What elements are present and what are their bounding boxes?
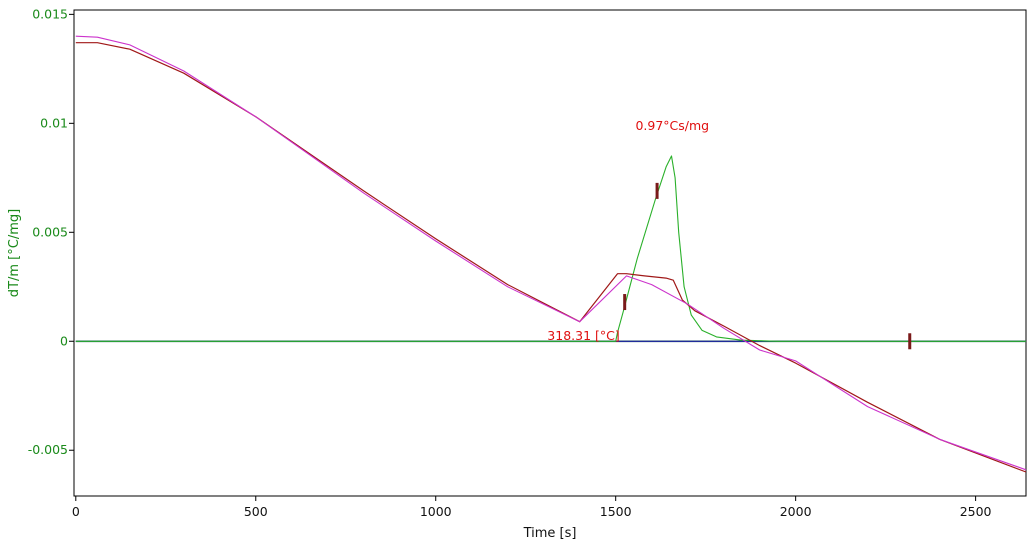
y-tick-label: 0.01: [40, 115, 68, 130]
x-tick-label: 500: [244, 504, 268, 519]
evaluation-marker: [908, 333, 912, 350]
x-tick-label: 2500: [960, 504, 992, 519]
x-axis-ticks: 0 500 1000 1500 2000 2500: [72, 496, 992, 519]
x-axis-label: Time [s]: [523, 526, 577, 541]
y-tick-label: 0.005: [32, 224, 68, 239]
y-axis-ticks: -0.005 0 0.005 0.01 0.015: [28, 6, 74, 457]
x-tick-label: 1500: [600, 504, 632, 519]
y-tick-label: 0: [60, 333, 68, 348]
marker-layer: [623, 182, 912, 350]
x-tick-label: 2000: [780, 504, 812, 519]
evaluation-marker: [623, 294, 627, 311]
series-line-darkred: [75, 42, 1027, 473]
series-line-peak: [75, 155, 1026, 342]
series-layer: [75, 35, 1027, 473]
y-tick-label: -0.005: [28, 442, 68, 457]
x-tick-label: 0: [72, 504, 80, 519]
annotation-layer: 0.97°Cs/mg 318.31 [°C]: [547, 118, 709, 343]
annotation-label: 318.31 [°C]: [547, 328, 619, 343]
annotation-label: 0.97°Cs/mg: [635, 118, 709, 133]
y-tick-label: 0.015: [32, 6, 68, 21]
evaluation-marker: [655, 182, 659, 199]
plot-area: [73, 9, 1027, 497]
x-tick-label: 1000: [420, 504, 452, 519]
series-line-magenta: [75, 35, 1027, 471]
y-axis-label: dT/m [°C/mg]: [7, 209, 22, 297]
